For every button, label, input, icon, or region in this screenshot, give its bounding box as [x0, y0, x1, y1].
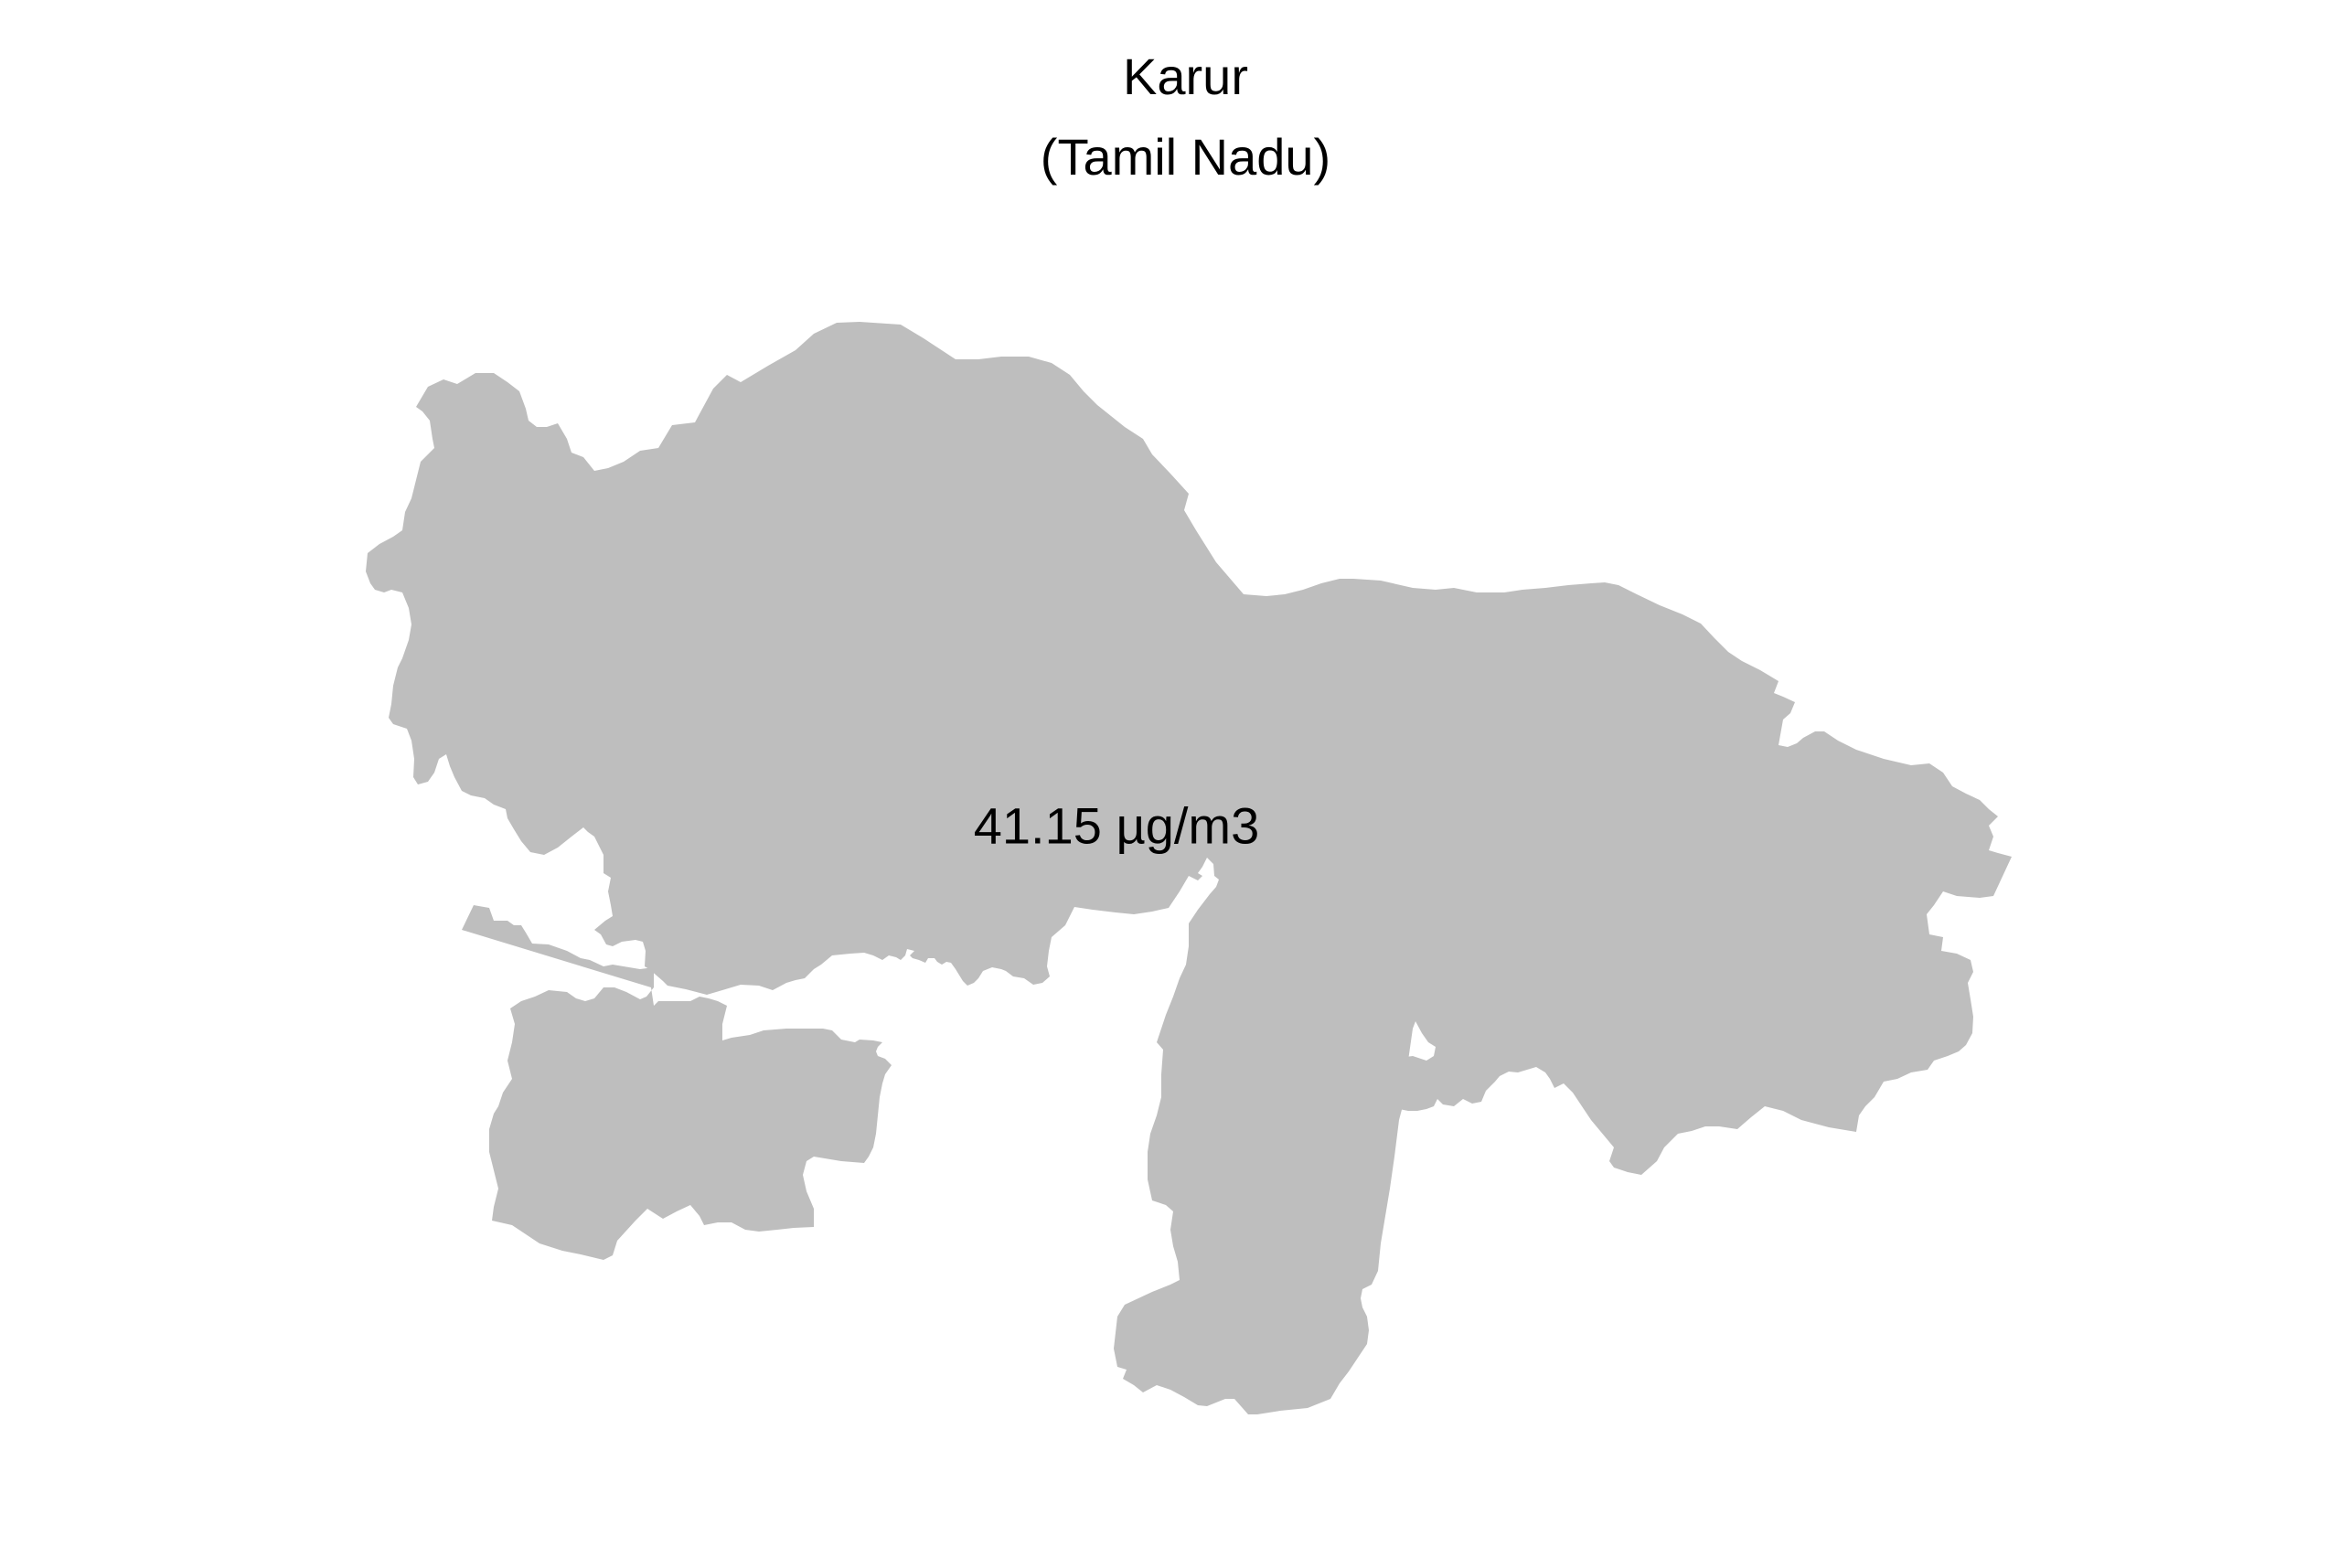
- title-block: Karur (Tamil Nadu): [0, 37, 2350, 197]
- map-subtitle: (Tamil Nadu): [1040, 128, 1331, 186]
- district-shape-karur: [366, 322, 2012, 1414]
- region-value-label: 41.15 µg/m3: [973, 796, 1260, 855]
- map-title: Karur: [1123, 48, 1248, 105]
